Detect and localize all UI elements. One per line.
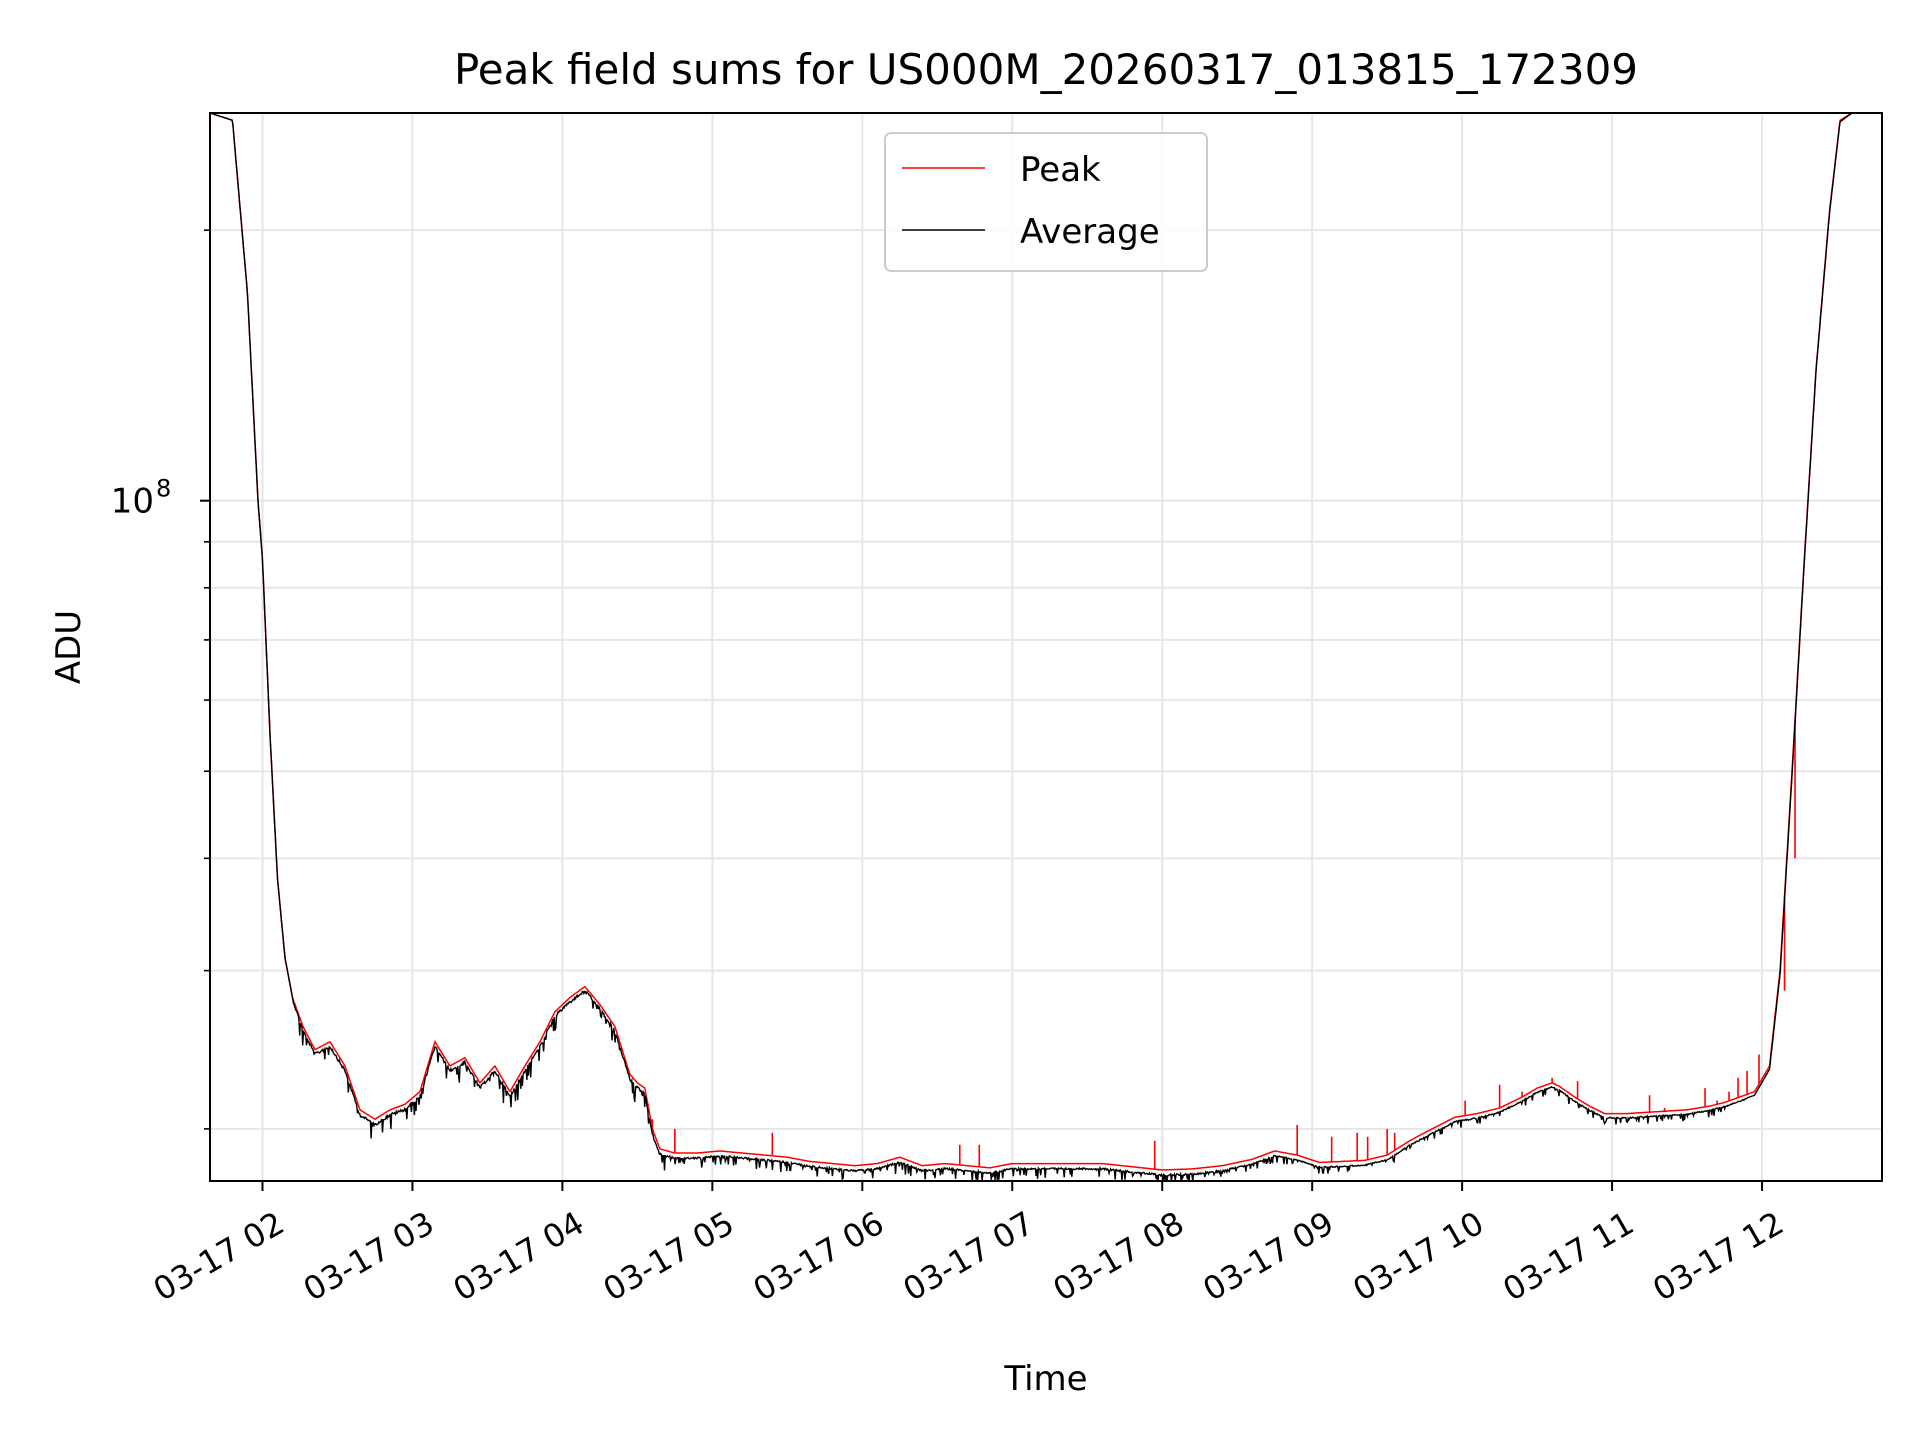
series-peak-line [210,113,1882,1171]
legend: Peak Average [884,132,1208,272]
legend-average-label: Average [1020,212,1160,252]
series-layer [210,113,1882,1181]
y-axis-label: ADU [49,610,89,684]
plot-area-frame [209,112,1883,1182]
grid [210,113,1882,1181]
y-axis-ticks: 10 8 [111,229,210,1130]
legend-peak-label: Peak [1020,150,1101,190]
y-tick-label-exponent: 8 [156,475,171,503]
series-average-line [210,113,1882,1181]
y-tick-label-base: 10 [111,482,154,522]
x-axis-label: Time [1003,1359,1087,1399]
chart-title: Peak field sums for US000M_20260317_0138… [454,45,1638,94]
